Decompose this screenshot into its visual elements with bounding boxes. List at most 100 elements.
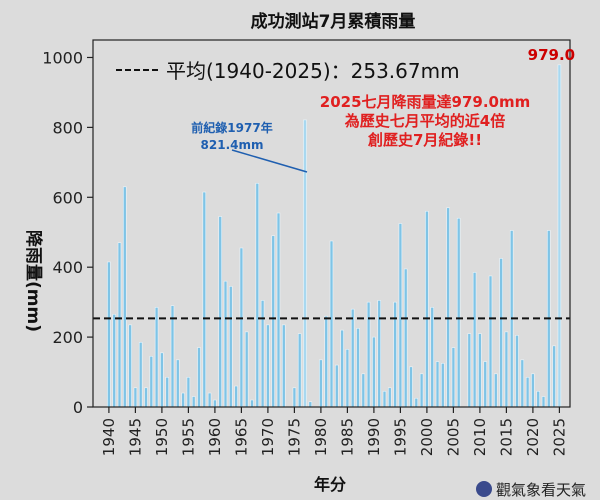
annotation-previous-record-line-2: 821.4mm xyxy=(201,138,264,152)
x-tick-label-1990: 1990 xyxy=(365,418,383,456)
bar-1941 xyxy=(112,314,116,408)
legend: 平均(1940-2025)：253.67mm xyxy=(116,59,460,83)
bar-1975 xyxy=(292,387,297,408)
x-tick-label-2010: 2010 xyxy=(471,418,489,456)
bar-1968 xyxy=(255,183,260,408)
bar-1946 xyxy=(138,342,143,408)
bar-1955 xyxy=(186,376,191,408)
bar-1967 xyxy=(250,399,254,408)
annotation-record-note-line-2: 為歷史七月平均的近4倍 xyxy=(344,112,505,130)
bar-1991 xyxy=(377,300,381,408)
x-tick-label-1940: 1940 xyxy=(100,418,118,456)
bar-1982 xyxy=(329,240,334,408)
bar-1969 xyxy=(260,300,265,408)
x-tick-label-1970: 1970 xyxy=(259,418,277,456)
bar-1960 xyxy=(213,399,217,408)
bar-1978 xyxy=(308,401,313,408)
x-tick-label-2005: 2005 xyxy=(444,418,462,456)
bar-1990 xyxy=(372,336,376,408)
bar-1976 xyxy=(297,333,302,408)
bar-2008 xyxy=(467,333,472,408)
y-axis-label: 降雨量(mm) xyxy=(23,230,44,332)
bar-1995 xyxy=(398,223,403,408)
x-tick-label-1955: 1955 xyxy=(179,418,197,456)
bar-1983 xyxy=(335,364,339,408)
x-tick-label-2000: 2000 xyxy=(418,418,436,456)
x-tick-label-1960: 1960 xyxy=(206,418,224,456)
x-tick-label-1945: 1945 xyxy=(126,418,144,456)
bar-1944 xyxy=(128,324,132,408)
bar-1981 xyxy=(324,315,328,408)
bar-2021 xyxy=(536,390,540,408)
bar-1964 xyxy=(234,385,238,408)
bar-1940 xyxy=(107,261,111,408)
bar-1961 xyxy=(218,216,222,408)
x-axis-label: 年分 xyxy=(314,475,346,494)
bar-1966 xyxy=(244,331,249,408)
bar-2002 xyxy=(435,361,440,408)
legend-mean-label: 平均(1940-2025)：253.67mm xyxy=(166,59,460,83)
bar-2014 xyxy=(499,258,503,408)
y-tick-label-800: 800 xyxy=(52,118,83,137)
bar-1997 xyxy=(409,366,413,408)
y-tick-label-400: 400 xyxy=(52,258,83,277)
bar-1951 xyxy=(165,376,169,408)
chart-title: 成功測站7月累積雨量 xyxy=(251,11,416,32)
watermark-logo-icon xyxy=(476,481,492,497)
bar-1970 xyxy=(266,324,270,408)
bar-1943 xyxy=(123,186,127,408)
bar-2022 xyxy=(541,396,546,408)
bar-1948 xyxy=(149,356,154,408)
bar-2004 xyxy=(446,207,450,408)
x-tick-label-2020: 2020 xyxy=(524,418,542,456)
bar-1953 xyxy=(176,359,180,408)
bar-2013 xyxy=(494,373,498,408)
peak-value-label: 979.0 xyxy=(528,46,575,64)
bar-2009 xyxy=(472,272,477,408)
bar-1945 xyxy=(133,387,138,408)
bar-1958 xyxy=(202,191,207,408)
bar-1985 xyxy=(345,349,350,408)
bar-1957 xyxy=(197,347,201,408)
bar-1962 xyxy=(223,280,228,408)
plot-frame xyxy=(92,39,571,408)
y-tick-label-1000: 1000 xyxy=(42,48,83,67)
axes: 0 200 400 600 800 1000 1940 1945 1950 1955 1960 196… xyxy=(42,39,571,456)
bar-1949 xyxy=(154,307,159,408)
annotation-record-note-line-1: 2025七月降雨量達979.0mm xyxy=(320,93,530,111)
bar-2024 xyxy=(552,345,556,408)
bar-2000 xyxy=(425,210,429,408)
bar-2019 xyxy=(525,376,530,408)
bar-1988 xyxy=(361,373,366,408)
bar-2001 xyxy=(430,307,434,408)
y-tick-label-600: 600 xyxy=(52,188,83,207)
bar-1973 xyxy=(282,324,286,408)
bar-1984 xyxy=(340,329,344,408)
bar-2003 xyxy=(441,363,445,408)
x-tick-label-2015: 2015 xyxy=(497,418,515,456)
annotation-previous-record: 前紀錄1977年 821.4mm xyxy=(191,120,272,152)
bar-1959 xyxy=(207,392,212,408)
bar-1956 xyxy=(191,396,196,408)
bar-2006 xyxy=(456,217,461,408)
annotation-previous-record-line-1: 前紀錄1977年 xyxy=(191,120,272,135)
bar-2012 xyxy=(488,275,493,408)
bar-1971 xyxy=(271,235,275,408)
watermark-text: 觀氣象看天氣 xyxy=(496,481,586,499)
bar-1963 xyxy=(229,286,233,408)
x-tick-label-1995: 1995 xyxy=(391,418,409,456)
bar-2020 xyxy=(531,373,535,408)
y-tick-label-0: 0 xyxy=(73,398,83,417)
bar-1993 xyxy=(388,387,392,408)
bar-2015 xyxy=(504,331,509,408)
bar-1972 xyxy=(276,212,281,408)
bar-1947 xyxy=(144,387,148,408)
bar-1950 xyxy=(160,352,164,408)
annotation-record-note-line-3: 創歷史7月紀錄!! xyxy=(367,131,482,149)
bar-1996 xyxy=(403,268,408,408)
bar-2018 xyxy=(520,359,525,408)
x-tick-label-2025: 2025 xyxy=(550,418,568,456)
